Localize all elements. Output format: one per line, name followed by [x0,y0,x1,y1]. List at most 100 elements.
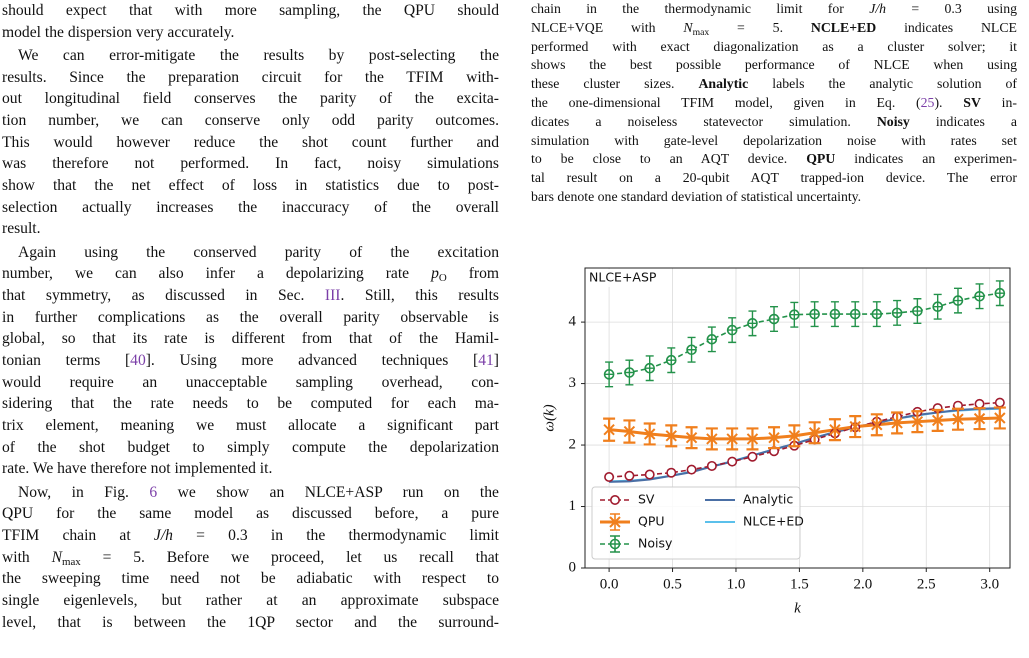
y-tick-label: 2 [569,436,577,452]
reference-link[interactable]: 40 [130,352,146,369]
text-run: labels the analytic solution of [748,76,1017,92]
text-line: the one-dimensional TFIM model, given in… [531,94,1017,113]
text-line: result. [2,218,499,240]
y-tick-label: 3 [569,375,577,391]
marker-shape [933,302,943,312]
marker-shape [808,427,821,439]
text-run: out longitudinal field conserves the par… [2,90,499,108]
text-run: dicates a noiseless statevector simulati… [531,113,877,129]
text-run: number, we can also infer a depolarizing… [2,265,432,283]
text-run: in further complications as the overall … [2,308,499,326]
text-run: J/h [869,1,887,16]
marker-shape [603,423,615,436]
text-run: We can error-mitigate the results by pos… [18,46,499,64]
text-line: was therefore not performed. In fact, no… [2,153,499,175]
text-run: p [431,265,439,283]
marker [609,538,621,550]
text-line: single eigenlevels, but rather at an app… [2,590,499,612]
text-line: would require an unacceptable sampling o… [2,372,499,394]
text-run: ]. Using more advanced techniques [ [145,352,479,369]
marker [932,301,943,313]
marker [706,334,718,345]
marker [747,318,758,329]
text-line: show that the net effect of loss in stat… [2,175,499,197]
marker [994,397,1005,408]
reference-link[interactable]: 25 [920,94,935,110]
marker [726,433,738,445]
marker [768,431,780,444]
title-box [586,269,660,287]
marker [994,287,1006,299]
text-run: performed with exact diagonalization as … [531,38,1017,54]
reference-link[interactable]: III [324,286,341,304]
y-tick-label: 4 [569,314,577,330]
marker-shape [829,423,841,436]
legend-label: Noisy [638,536,673,551]
text-run: Noisy [876,113,910,129]
marker [706,460,717,471]
text-line: to be close to an AQT device. QPU indica… [531,150,1017,169]
marker-shape [995,288,1005,298]
text-run: max [692,26,710,38]
text-run: to be close to an AQT device. [531,151,807,167]
legend: SV QPU Noisy Analytic NLCE+ED [591,486,804,560]
marker [974,398,985,409]
text-run: SV [963,94,981,110]
x-tick-label: 2.0 [853,576,872,592]
marker-shape [643,428,656,440]
text-line: with Nmax = 5. Before we proceed, let us… [2,547,499,569]
paragraph: chain in the thermodynamic limit for J/h… [531,0,1017,207]
marker [768,313,780,325]
text-line: We can error-mitigate the results by pos… [2,45,499,67]
reference-link[interactable]: 41 [478,352,494,369]
marker-shape [953,296,963,306]
x-tick-label: 0.5 [663,576,682,592]
marker-shape [974,398,985,409]
text-run: TFIM chain at [2,527,154,544]
reference-link[interactable]: 6 [149,483,158,501]
legend-label: QPU [638,514,665,529]
marker [604,472,615,483]
text-run: indicates a [909,113,1017,129]
marker [931,414,944,427]
text-run: QPU [806,151,836,167]
marker-shape [973,412,986,425]
text-run: the sweeping time need not be adiabatic … [2,570,499,588]
legend-label: NLCE+ED [743,514,804,529]
text-line: simulation with gate-level depolarizatio… [531,132,1017,151]
marker [624,470,635,481]
marker-shape [872,309,882,319]
x-tick-label: 3.0 [980,576,999,592]
text-run: with [2,548,52,566]
text-run: Again using the conserved parity of the … [18,243,499,261]
marker [994,412,1006,424]
text-run: = 0.3 using [886,1,1017,16]
text-run: NCLE+ED [810,19,877,35]
text-line: NLCE+VQE with Nmax = 5. NCLE+ED indicate… [531,19,1017,38]
marker [686,344,697,356]
figure-caption: chain in the thermodynamic limit for J/h… [531,0,1017,207]
marker-shape [666,355,676,365]
marker-shape [849,420,861,433]
paragraph: should expect that with more sampling, t… [2,0,499,43]
text-run: single eigenlevels, but rather at an app… [2,592,499,610]
text-line: This would however reduce the shot count… [2,132,499,154]
text-line: trix element, meaning we must allocate a… [2,415,499,437]
text-run: ). [934,94,964,110]
marker-shape [726,433,738,445]
marker [665,430,677,442]
marker [665,354,677,366]
text-run: N [683,19,693,35]
text-line: number, we can also infer a depolarizing… [2,263,499,285]
text-line: of the shot budget to simply compute the… [2,437,499,459]
paragraph: Now, in Fig. 6 we show an NLCE+ASP run o… [2,482,499,634]
x-tick-label: 1.0 [727,576,746,592]
marker [911,415,924,428]
marker-shape [645,363,655,373]
text-line: QPU for the same model as discussed befo… [2,503,499,525]
text-run: sidering that the rate needs to be compu… [2,395,499,413]
marker [871,419,883,431]
y-axis-label: ω(k) [541,404,557,431]
marker [746,433,759,445]
text-run: selection actually increases the inaccur… [2,198,499,216]
